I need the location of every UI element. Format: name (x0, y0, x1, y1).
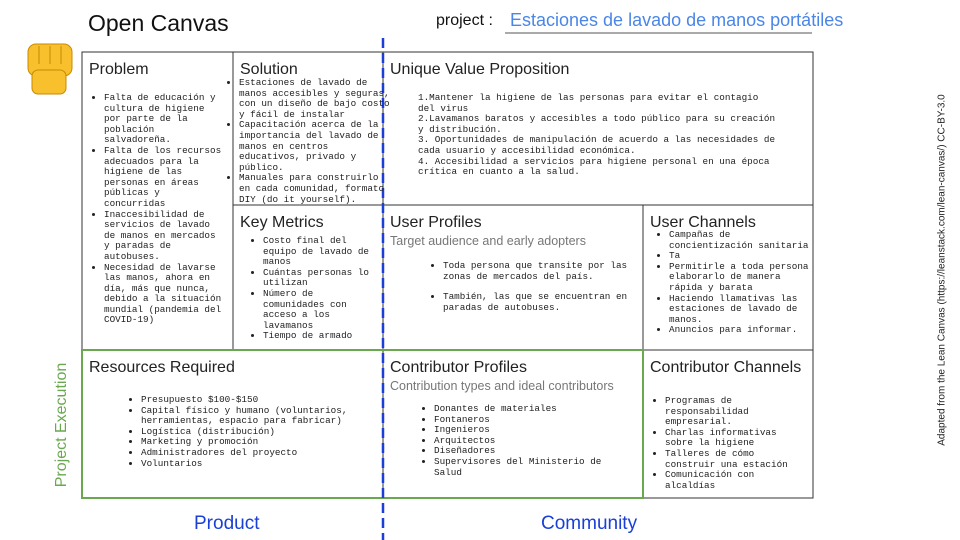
box-title: Unique Value Proposition (390, 61, 570, 78)
list-item: Talleres de cómo construir una estación (665, 448, 807, 470)
list-item: 1.Mantener la higiene de las personas pa… (418, 92, 759, 114)
footer-product: Product (194, 513, 260, 534)
list-item: Ta (669, 251, 811, 262)
list-item: Campañas de concientización sanitaria (669, 229, 811, 251)
list-item: Haciendo llamativas las estaciones de la… (669, 293, 811, 326)
list-item: Presupuesto $100-$150 (141, 394, 371, 406)
item-list: Programas de responsabilidad empresarial… (665, 395, 807, 491)
list-item: Programas de responsabilidad empresarial… (665, 395, 807, 428)
list-item: Cuántas personas lo utilizan (263, 267, 375, 289)
item-list: Costo final del equipo de lavado de mano… (263, 235, 375, 342)
box-title: User Channels (650, 214, 756, 231)
box-title: Contributor Channels (650, 359, 802, 376)
list-item: Necesidad de lavarse las manos, ahora en… (104, 262, 222, 327)
item-list: Donantes de materialesFontanerosIngenier… (434, 403, 634, 478)
box-title: Resources Required (89, 359, 235, 376)
list-item: Capacitación acerca de la importancia de… (239, 120, 390, 173)
list-item: Anuncios para informar. (669, 325, 811, 336)
project-name: Estaciones de lavado de manos portátiles (510, 10, 844, 30)
list-item: 3. Oportunidades de manipulación de acue… (418, 134, 776, 156)
list-item: Supervisores del Ministerio de Salud (434, 456, 634, 478)
list-item: Administradores del proyecto (141, 447, 371, 459)
list-item: Diseñadores (434, 446, 634, 457)
title: Open Canvas (88, 10, 229, 36)
item-list: Campañas de concientización sanitariaTaP… (669, 229, 811, 336)
attribution: Adapted from the Lean Canvas (https://le… (936, 94, 948, 446)
box-title: Contributor Profiles (390, 359, 527, 376)
list-item: Capital físico y humano (voluntarios, he… (141, 405, 371, 427)
side-label: Project Execution (53, 362, 70, 488)
list-item: 4. Accesibilidad a servicios para higien… (418, 155, 770, 178)
list-item: Comunicación con alcaldías (665, 469, 807, 491)
list-item: Marketing y promoción (141, 437, 371, 448)
list-item: Arquitectos (434, 435, 634, 447)
list-item: Voluntarios (141, 458, 371, 470)
list-item: Tiempo de armado (263, 331, 375, 342)
item-list: Estaciones de lavado de manos accesibles… (239, 77, 390, 205)
item-list: Falta de educación y cultura de higiene … (104, 92, 222, 327)
project-label: project : (436, 12, 493, 29)
box-title: Problem (89, 61, 149, 78)
fist-icon (27, 43, 73, 95)
item-list: Presupuesto $100-$150Capital físico y hu… (141, 394, 371, 470)
list-item: Permitirle a toda persona elaborarlo de … (669, 261, 811, 294)
list-item: Charlas informativas sobre la higiene (665, 427, 807, 449)
list-item: Toda persona que transite por las zonas … (443, 260, 638, 282)
box-subtitle: Contribution types and ideal contributor… (390, 379, 614, 393)
list-item: Fontaneros (434, 414, 634, 426)
footer-community: Community (541, 513, 638, 534)
list-item: Inaccesibilidad de servicios de lavado d… (104, 209, 222, 263)
list-item: Costo final del equipo de lavado de mano… (263, 235, 375, 268)
list-item: Falta de los recursos adecuados para la … (104, 145, 222, 210)
item-list: 1.Mantener la higiene de las personas pa… (418, 92, 778, 178)
list-item: Estaciones de lavado de manos accesibles… (239, 77, 390, 120)
item-list: Toda persona que transite por las zonas … (443, 260, 638, 323)
list-item: Logística (distribución) (141, 426, 371, 438)
list-item: Falta de educación y cultura de higiene … (104, 92, 222, 146)
list-item: También, las que se encuentran en parada… (443, 291, 638, 313)
box-title: User Profiles (390, 214, 482, 231)
list-item: 2.Lavamanos baratos y accesibles a todo … (418, 113, 776, 135)
box-title: Solution (240, 61, 298, 78)
list-item: Manuales para construirlo en cada comuni… (239, 173, 390, 205)
list-item: Donantes de materiales (434, 403, 634, 415)
list-item: Ingenieros (434, 425, 634, 436)
box-title: Key Metrics (240, 214, 324, 231)
list-item: Número de comunidades con acceso a los l… (263, 288, 375, 331)
box-subtitle: Target audience and early adopters (390, 234, 586, 248)
